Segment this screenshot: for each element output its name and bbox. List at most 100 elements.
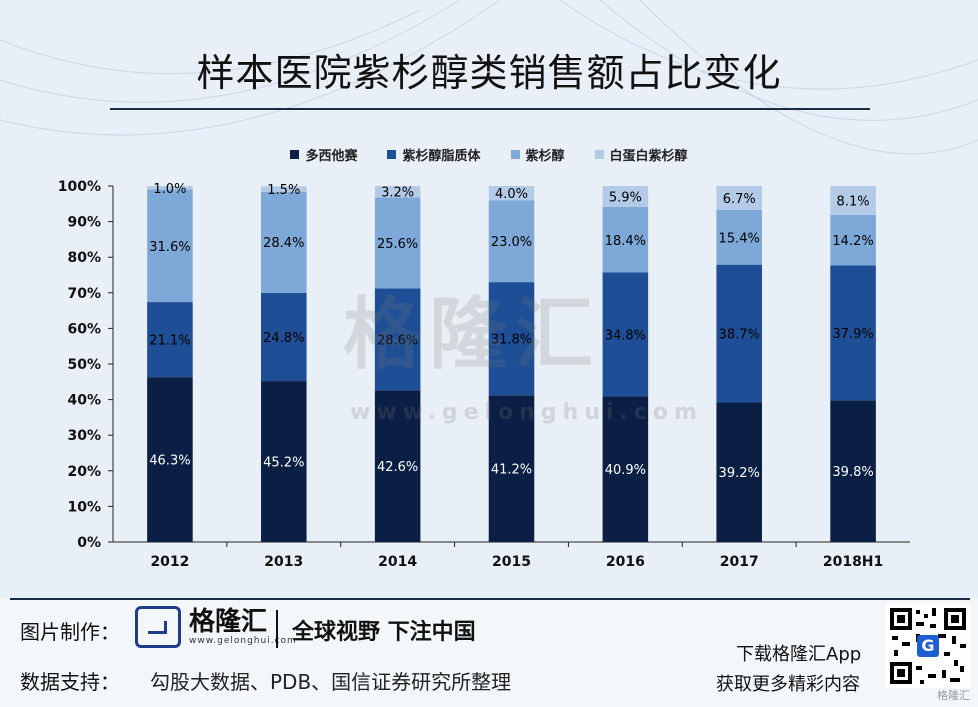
y-tick-label: 80% [67,250,101,266]
gelonghui-logo: 格隆汇 www.gelonghui.com [135,606,297,648]
legend-label: 多西他赛 [305,149,358,164]
bar-segment [261,191,307,293]
bar-segment [830,265,876,401]
data-label: 34.8% [605,328,646,343]
footer-divider [10,598,970,600]
watermark-text: 格隆汇 [343,290,602,380]
legend-label: 白蛋白紫杉醇 [609,149,688,164]
data-label: 8.1% [837,194,870,209]
logo-name: 格隆汇 [189,607,268,637]
bar-segment [147,377,193,542]
bar-segment [716,186,762,210]
data-label: 28.4% [263,236,304,251]
x-tick-label: 2017 [720,554,759,570]
bar-segment [374,186,421,198]
data-label: 24.8% [263,331,304,346]
bar-segment [147,189,193,303]
qr-code-icon[interactable]: G [886,604,970,688]
bar-segment [716,209,762,265]
legend-item: 白蛋白紫杉醇 [594,145,688,164]
bar-segment [488,200,535,283]
footer [0,598,978,707]
legend-swatch [510,150,520,159]
stacked-bar-chart: 0% 10% 20% 30% 40% 50% 60% 70% 80% 90% 100% 46.3% 21… [58,179,910,570]
bar-segment [602,272,649,397]
data-label: 23.0% [491,235,532,250]
bar-segment [716,402,762,542]
legend-item: 紫杉醇脂质体 [387,145,481,164]
bar-segment [261,186,307,192]
bar-segment [261,381,307,542]
data-label: 41.2% [491,463,532,478]
data-label: 4.0% [495,187,528,202]
x-tick-label: 2016 [606,554,645,570]
footer-separator [276,610,278,648]
x-tick-label: 2014 [378,554,417,570]
made-by-label: 图片制作： [20,620,120,644]
bar-segment [602,396,649,542]
x-tick-label: 2012 [150,554,189,570]
bar-segment [830,186,876,215]
data-label: 3.2% [381,186,414,201]
logo-url: www.gelonghui.com [189,636,297,646]
data-label: 37.9% [832,327,873,342]
data-label: 6.7% [723,192,756,207]
data-label: 42.6% [377,460,418,475]
y-tick-label: 100% [58,179,101,195]
bar-segment [488,395,535,542]
data-label: 15.4% [719,231,760,246]
bar-segment [147,186,193,190]
bar-segment [488,282,535,396]
data-label: 39.8% [832,465,873,480]
data-label: 18.4% [605,234,646,249]
bar-segment [374,197,421,289]
bar-segment [602,207,649,273]
y-tick-label: 90% [67,215,101,231]
data-label: 40.9% [605,463,646,478]
y-tick-label: 30% [67,428,101,444]
data-label: 31.8% [491,333,532,348]
x-tick-label: 2013 [264,554,303,570]
data-label: 45.2% [263,456,304,471]
bar-segment [830,214,876,266]
chart-legend: 多西他赛 紫杉醇脂质体 紫杉醇 白蛋白紫杉醇 [0,145,978,164]
bar-segment [716,264,762,403]
legend-swatch [290,150,300,159]
data-label: 5.9% [609,191,642,206]
watermark-url: www.gelonghui.com [350,400,703,425]
legend-label: 紫杉醇脂质体 [402,149,481,164]
data-label: 25.6% [377,237,418,252]
bar-segment [261,292,307,382]
data-label: 39.2% [719,466,760,481]
y-tick-label: 50% [67,357,101,373]
data-label: 1.5% [267,183,300,198]
data-label: 28.6% [377,333,418,348]
data-label: 38.7% [719,328,760,343]
data-label: 14.2% [832,234,873,249]
corner-watermark: 格隆汇 [937,689,970,702]
x-tick-label: 2018H1 [823,554,883,570]
data-label: 1.0% [153,182,186,197]
logo-icon [135,606,181,648]
y-tick-label: 10% [67,499,101,515]
bar-segment [488,186,535,201]
bar-segment [602,186,649,208]
y-tick-label: 60% [67,321,101,337]
svg-text:G: G [921,636,934,655]
data-label: 31.6% [149,240,190,255]
slogan: 全球视野 下注中国 [292,620,476,645]
legend-swatch [594,150,604,159]
bar-segment [374,288,421,391]
legend-item: 多西他赛 [290,145,357,164]
y-tick-label: 0% [77,535,101,551]
bar-segment [147,302,193,378]
data-label: 21.1% [149,334,190,349]
y-tick-label: 20% [67,464,101,480]
bar-segment [830,400,876,542]
legend-label: 紫杉醇 [525,149,565,164]
y-tick-label: 40% [67,393,101,409]
data-label: 46.3% [149,454,190,469]
title-divider [110,108,870,110]
download-app-text: 下载格隆汇App [736,644,862,665]
legend-swatch [387,150,397,159]
